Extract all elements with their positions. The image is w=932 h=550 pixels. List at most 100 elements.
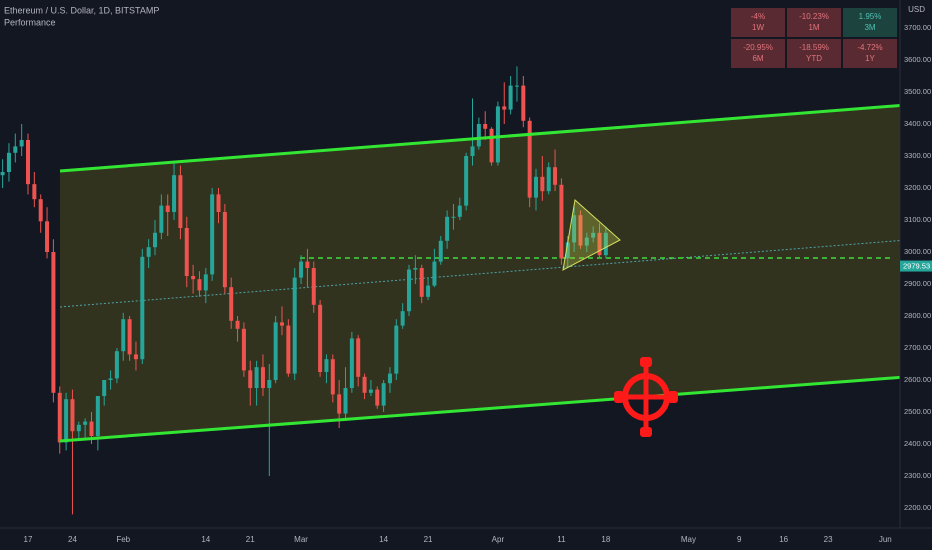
y-tick-label: 2600.00 [904, 375, 931, 384]
y-tick-label: 2700.00 [904, 343, 931, 352]
x-tick-label: 16 [779, 535, 788, 544]
candle-body [368, 389, 373, 393]
candle-body [476, 124, 481, 147]
last-price-box [900, 260, 932, 272]
performance-value: -20.95% [743, 43, 773, 52]
performance-period: 1W [752, 23, 764, 32]
y-tick-label: 2400.00 [904, 439, 931, 448]
candle-body [254, 367, 259, 388]
candle-body [337, 394, 342, 414]
candle-body [229, 287, 234, 321]
candle-body [457, 205, 462, 217]
candle-body [13, 146, 18, 153]
candle-body [114, 351, 119, 379]
y-tick-label: 3400.00 [904, 119, 931, 128]
candle-body [356, 338, 361, 377]
x-tick-label: Apr [492, 535, 505, 544]
candle-body [191, 276, 196, 280]
candle-body [95, 396, 100, 436]
candle-body [184, 228, 189, 276]
x-tick-label: 21 [424, 535, 433, 544]
x-tick-label: 17 [24, 535, 33, 544]
candle-body [559, 184, 564, 259]
performance-value: -4% [751, 12, 765, 21]
candle-body [165, 205, 170, 212]
candle-body [108, 378, 113, 380]
x-tick-label: May [681, 535, 696, 544]
y-tick-label: 3200.00 [904, 183, 931, 192]
x-tick-label: 14 [379, 535, 388, 544]
candle-body [89, 421, 94, 436]
x-tick-label: 18 [601, 535, 610, 544]
candle-body [387, 373, 392, 384]
x-tick-label: 21 [246, 535, 255, 544]
candle-body [489, 128, 494, 163]
last-price-label: 2979.53 [903, 262, 930, 271]
y-tick-label: 2200.00 [904, 503, 931, 512]
candle-body [311, 268, 316, 305]
candle-body [153, 232, 158, 248]
candle-body [19, 140, 24, 147]
candle-body [64, 399, 69, 443]
candle-body [432, 261, 437, 286]
candle-body [330, 359, 335, 395]
performance-period: 1Y [865, 54, 875, 63]
candle-body [318, 304, 323, 372]
target-icon [614, 357, 678, 437]
performance-value: -4.72% [857, 43, 882, 52]
candle-body [495, 106, 500, 163]
candle-body [127, 319, 132, 355]
performance-cell [731, 8, 785, 37]
y-tick-label: 3300.00 [904, 151, 931, 160]
performance-value: -10.23% [799, 12, 829, 21]
candle-body [45, 221, 50, 252]
candle-body [159, 205, 164, 233]
candle-body [26, 140, 31, 185]
x-tick-label: 14 [201, 535, 210, 544]
candle-body [76, 424, 81, 432]
x-tick-label: 11 [557, 535, 566, 544]
candle-body [280, 322, 285, 326]
candles [0, 66, 608, 515]
candle-body [57, 392, 62, 443]
x-tick-label: 24 [68, 535, 77, 544]
candle-body [133, 354, 138, 360]
candle-body [32, 184, 37, 200]
candle-body [540, 176, 545, 192]
channel-upper [59, 101, 932, 173]
x-tick-label: Jun [879, 535, 892, 544]
candle-body [419, 268, 424, 297]
y-tick-label: 3600.00 [904, 55, 931, 64]
candle-body [584, 237, 589, 246]
candle-body [324, 359, 329, 372]
performance-value: 1.95% [859, 12, 882, 21]
currency: USD [908, 5, 925, 14]
candle-body [413, 268, 418, 270]
x-tick-label: 23 [824, 535, 833, 544]
candle-body [362, 376, 367, 393]
y-tick-label: 3700.00 [904, 23, 931, 32]
candle-body [546, 167, 551, 192]
candle-body [343, 388, 348, 414]
candle-body [260, 367, 265, 388]
candle-body [172, 175, 177, 212]
candle-body [597, 232, 602, 256]
candle-body [0, 172, 5, 176]
candle-body [241, 328, 246, 371]
y-tick-label: 2900.00 [904, 279, 931, 288]
x-tick-label: Feb [116, 535, 130, 544]
candle-body [502, 106, 507, 110]
candle-body [267, 380, 272, 388]
candle-body [70, 399, 75, 432]
candle-body [146, 247, 151, 257]
x-tick-label: 9 [737, 535, 742, 544]
candle-body [178, 175, 183, 228]
candle-body [445, 216, 450, 241]
performance-cell [731, 39, 785, 68]
performance-cell [787, 8, 841, 37]
x-tick-label: Mar [294, 535, 308, 544]
candle-body [400, 311, 405, 326]
y-tick-label: 3100.00 [904, 215, 931, 224]
candle-body [273, 322, 278, 380]
